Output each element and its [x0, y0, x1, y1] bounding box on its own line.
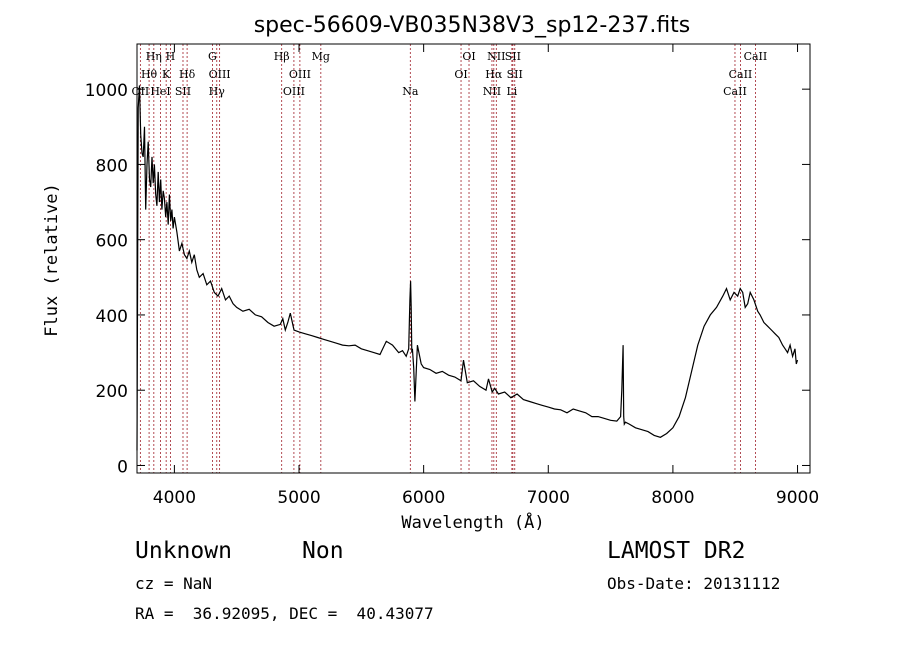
survey-name: LAMOST DR2	[607, 538, 746, 564]
line-label-14: Mg	[312, 50, 330, 63]
redshift-cz: cz = NaN	[135, 574, 213, 593]
line-label-5: OII	[132, 85, 150, 98]
x-tick-label-4: 8000	[651, 488, 694, 508]
spectrum-series-line	[136, 85, 799, 451]
line-label-10: Hγ	[209, 85, 226, 98]
line-label-11: Hβ	[274, 50, 290, 63]
line-label-2: Hθ	[141, 68, 158, 81]
line-label-26: CaII	[723, 85, 747, 98]
line-label-12: OIII	[289, 68, 311, 81]
line-label-15: Na	[402, 85, 419, 98]
object-subclass: Non	[302, 538, 344, 564]
line-label-0: Hη	[146, 50, 162, 63]
line-label-23: Li	[506, 85, 517, 98]
x-tick-label-3: 7000	[527, 488, 570, 508]
line-label-24: CaII	[744, 50, 768, 63]
x-tick-label-5: 9000	[776, 488, 819, 508]
x-axis-label: Wavelength (Å)	[401, 511, 544, 533]
line-label-6: HeI	[150, 85, 170, 98]
y-axis-label: Flux (relative)	[42, 183, 62, 337]
line-label-22: NII	[483, 85, 501, 98]
y-tick-label-2: 400	[96, 307, 128, 327]
y-tick-label-3: 600	[96, 232, 128, 252]
y-tick-label-1: 200	[96, 382, 128, 402]
emission-line-markers	[139, 44, 756, 473]
line-label-18: NII	[487, 50, 505, 63]
coordinates: RA = 36.92095, DEC = 40.43077	[135, 604, 434, 623]
y-tick-label-0: 0	[117, 457, 128, 477]
x-tick-label-1: 5000	[277, 488, 320, 508]
line-label-17: OI	[454, 68, 467, 81]
line-label-16: OI	[462, 50, 475, 63]
line-label-19: SII	[505, 50, 521, 63]
line-label-7: SII	[175, 85, 191, 98]
line-label-3: K	[162, 68, 171, 81]
line-label-9: OIII	[209, 68, 231, 81]
line-label-21: SII	[507, 68, 523, 81]
y-axis-ticks: 0 200 400 600 800 1000	[85, 81, 810, 477]
chart-title: spec-56609-VB035N38V3_sp12-237.fits	[254, 13, 691, 38]
x-axis-ticks: 4000 5000 6000 7000 8000 9000	[153, 44, 819, 508]
plot-frame	[136, 43, 811, 474]
line-label-25: CaII	[729, 68, 753, 81]
observation-date: Obs-Date: 20131112	[607, 574, 781, 593]
x-tick-label-2: 6000	[402, 488, 445, 508]
x-tick-label-0: 4000	[153, 488, 196, 508]
line-label-1: H	[166, 50, 176, 63]
line-label-13: OIII	[283, 85, 305, 98]
y-tick-label-4: 800	[96, 156, 128, 176]
line-label-8: G	[208, 50, 217, 63]
line-label-4: Hδ	[179, 68, 196, 81]
y-tick-label-5: 1000	[85, 81, 128, 101]
line-label-20: Hα	[485, 68, 503, 81]
object-class: Unknown	[135, 538, 232, 564]
